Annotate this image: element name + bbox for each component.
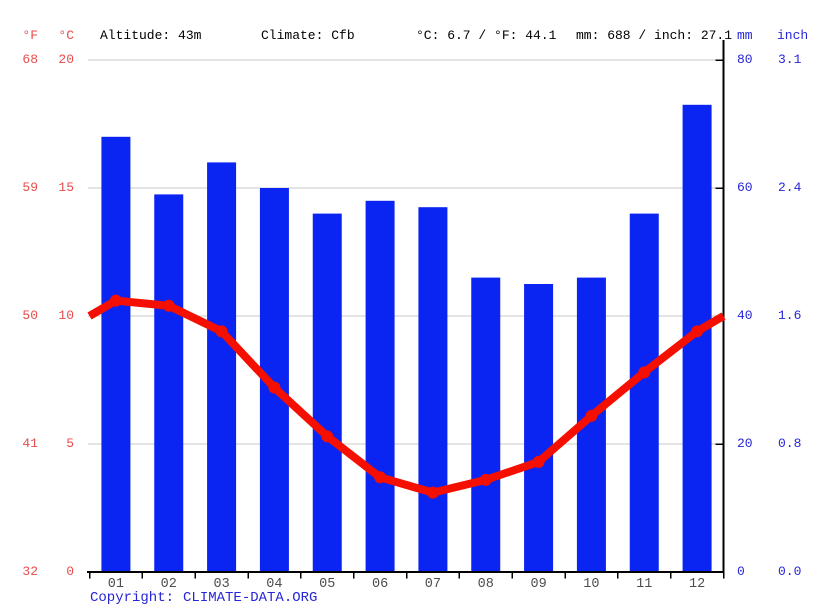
tick-inch-1.6: 1.6 <box>778 308 802 323</box>
precip-bar-02 <box>154 194 184 572</box>
tick-mm-0: 0 <box>737 564 745 579</box>
tick-f-59: 59 <box>22 180 38 195</box>
temperature-point-02 <box>162 299 175 312</box>
precip-bar-11 <box>629 213 659 572</box>
tick-c-20: 20 <box>58 52 74 67</box>
month-label-08: 08 <box>477 577 494 592</box>
copyright-line: Copyright: CLIMATE-DATA.ORG <box>90 590 317 606</box>
temperature-point-08 <box>479 473 492 486</box>
tick-mm-60: 60 <box>737 180 753 195</box>
month-label-02: 02 <box>160 577 177 592</box>
annual-precipitation-summary: mm: 688 / inch: 27.1 <box>576 28 733 43</box>
tick-inch-0.8: 0.8 <box>778 436 802 451</box>
fahrenheit-unit-label: °F <box>22 28 38 43</box>
month-label-04: 04 <box>266 577 283 592</box>
temperature-point-01 <box>109 294 122 307</box>
celsius-unit-label: °C <box>58 28 74 43</box>
source-link[interactable]: CLIMATE-DATA.ORG <box>183 590 318 606</box>
temperature-line <box>87 296 726 497</box>
tick-f-41: 41 <box>22 436 38 451</box>
temperature-point-11 <box>638 366 651 379</box>
month-label-03: 03 <box>213 577 230 592</box>
temperature-point-06 <box>374 471 387 484</box>
month-label-07: 07 <box>424 577 441 592</box>
temperature-point-04 <box>268 381 281 394</box>
precip-bar-08 <box>471 277 501 572</box>
climate-type-label: Climate: Cfb <box>261 28 355 43</box>
tick-c-10: 10 <box>58 308 74 323</box>
month-label-06: 06 <box>371 577 389 592</box>
tick-f-50: 50 <box>22 308 38 323</box>
month-label-10: 10 <box>583 577 600 592</box>
tick-c-5: 5 <box>66 436 74 451</box>
precip-bar-05 <box>312 213 342 572</box>
temperature-point-09 <box>532 455 545 468</box>
tick-f-32: 32 <box>22 564 38 579</box>
precip-bar-01 <box>101 136 131 573</box>
temperature-point-12 <box>691 325 704 338</box>
annual-temperature-summary: °C: 6.7 / °F: 44.1 <box>416 28 557 43</box>
inch-unit-label: inch <box>777 28 809 43</box>
altitude-label: Altitude: 43m <box>100 28 202 43</box>
tick-inch-0.0: 0.0 <box>778 564 802 579</box>
tick-mm-20: 20 <box>737 436 753 451</box>
precip-bar-09 <box>524 284 554 572</box>
mm-unit-label: mm <box>737 28 753 43</box>
month-label-05: 05 <box>319 577 336 592</box>
month-label-09: 09 <box>530 577 547 592</box>
temperature-point-10 <box>585 409 598 422</box>
month-label-12: 12 <box>688 577 706 592</box>
precip-bar-03 <box>207 162 237 572</box>
tick-mm-40: 40 <box>737 308 753 323</box>
tick-mm-80: 80 <box>737 52 753 67</box>
tick-inch-3.1: 3.1 <box>778 52 802 67</box>
temperature-point-03 <box>215 325 228 338</box>
precip-bar-07 <box>418 207 448 572</box>
temperature-point-07 <box>426 486 439 499</box>
temperature-point-05 <box>321 430 334 443</box>
copyright-label: Copyright: <box>90 590 175 606</box>
tick-inch-2.4: 2.4 <box>778 180 802 195</box>
tick-c-15: 15 <box>58 180 74 195</box>
tick-c-0: 0 <box>66 564 74 579</box>
month-label-11: 11 <box>636 577 653 592</box>
tick-f-68: 68 <box>22 52 38 67</box>
month-label-01: 01 <box>107 577 124 592</box>
precip-bar-06 <box>365 200 395 573</box>
